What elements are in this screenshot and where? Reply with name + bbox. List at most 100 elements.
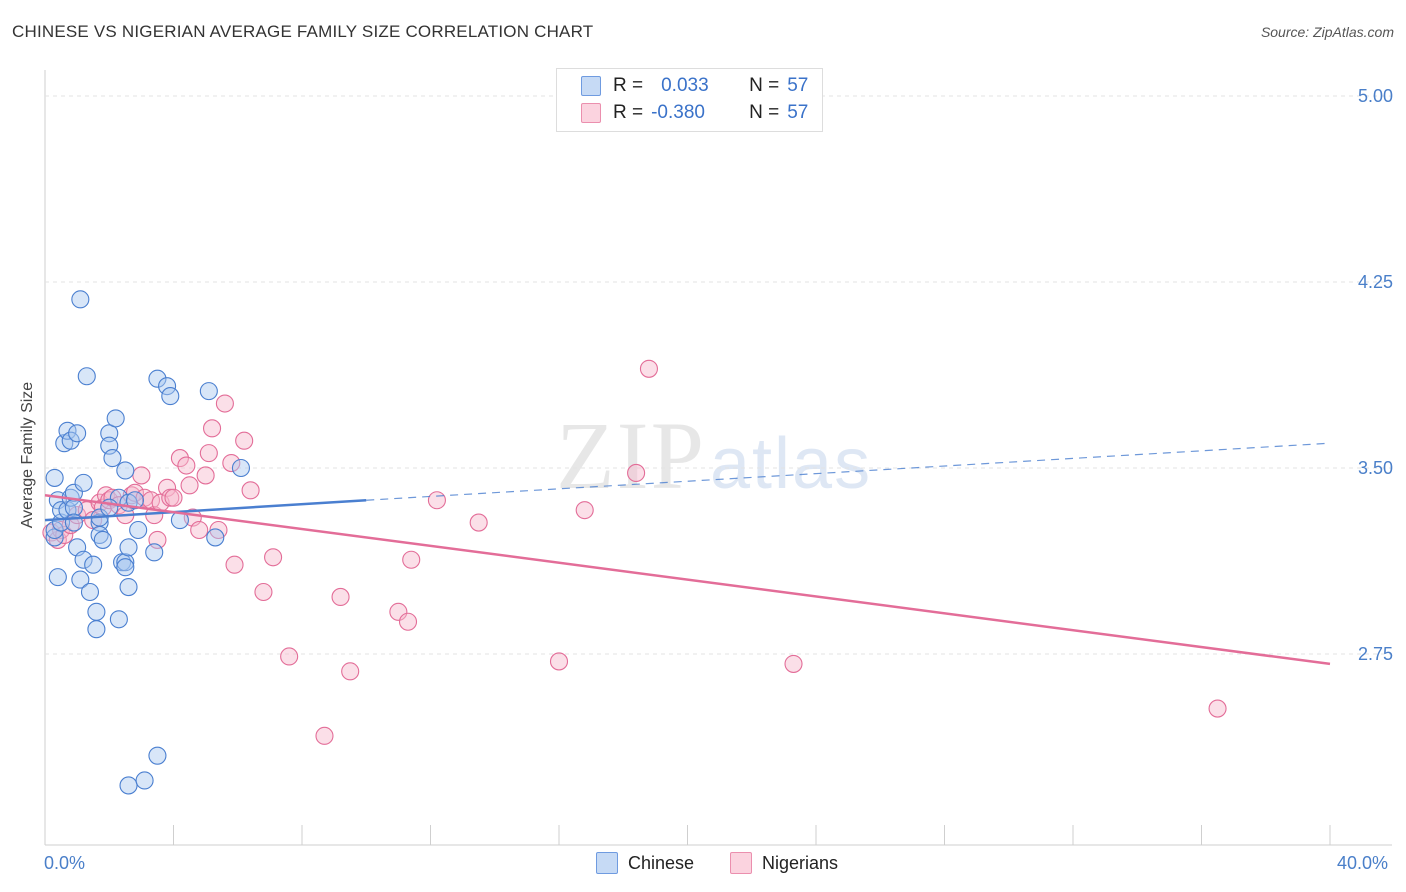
y-tick-label: 4.25: [1358, 272, 1393, 292]
nigerian-point: [549, 652, 569, 671]
nigerian-point: [389, 602, 408, 621]
nigerian-point: [1208, 699, 1227, 718]
nigerian-point: [203, 419, 222, 438]
nigerian-point: [222, 453, 241, 473]
chinese-legend-label: Chinese: [628, 852, 695, 873]
nigerian-point: [469, 513, 488, 532]
legend-r-label: R =: [613, 102, 644, 123]
chinese-point: [48, 568, 67, 587]
chinese-point: [135, 771, 154, 790]
nigerian-point: [164, 488, 183, 507]
nigerian-point: [158, 478, 177, 497]
chinese-point: [206, 528, 225, 547]
chinese-point: [74, 550, 93, 569]
legend-n-value: 57: [787, 75, 809, 96]
watermark: ZIPatlas: [556, 400, 872, 511]
legend-row-chinese: R = 0.033 N = 57: [581, 73, 808, 99]
chinese-point: [106, 409, 125, 428]
chinese-point: [71, 290, 90, 309]
legend-swatch-nigerians: [581, 103, 601, 123]
legend-n-value: 57: [787, 102, 809, 123]
nigerian-point: [180, 476, 199, 495]
chinese-point: [71, 570, 90, 589]
chinese-point: [84, 555, 103, 574]
chinese-point: [161, 387, 180, 406]
nigerian-point: [264, 548, 283, 567]
chinese-point: [116, 558, 135, 577]
nigerian-point: [199, 444, 218, 463]
nigerian-point: [215, 394, 234, 413]
chart-title: CHINESE VS NIGERIAN AVERAGE FAMILY SIZE …: [12, 22, 594, 41]
chinese-point: [148, 746, 167, 765]
source-label: Source: ZipAtlas.com: [1260, 24, 1394, 40]
nigerian-point: [341, 662, 360, 681]
chinese-point: [64, 513, 83, 532]
chinese-point: [45, 528, 64, 547]
chinese-point: [125, 491, 144, 510]
watermark-zip: ZIP: [556, 402, 706, 509]
nigerian-point: [331, 587, 350, 607]
legend-n-label: N =: [749, 102, 780, 123]
nigerian-point: [225, 555, 244, 574]
chinese-point: [148, 369, 167, 388]
chinese-point: [93, 530, 112, 549]
chinese-point: [231, 458, 251, 478]
nigerian-point: [427, 491, 446, 510]
nigerian-point: [254, 582, 273, 602]
chinese-point: [87, 602, 106, 621]
nigerian-point: [177, 456, 196, 475]
chinese-swatch: [596, 852, 618, 874]
y-tick-label: 5.00: [1358, 86, 1393, 106]
nigerian-point: [639, 359, 659, 378]
chinese-point: [45, 520, 64, 540]
chinese-point: [199, 382, 218, 401]
chinese-point: [77, 367, 96, 386]
nigerian-point: [280, 647, 299, 666]
chinese-point: [116, 461, 135, 480]
nigerian-point: [190, 520, 209, 540]
chinese-point: [74, 473, 93, 492]
y-tick-label: 3.50: [1358, 458, 1393, 478]
chinese-point: [109, 610, 128, 629]
chinese-point: [116, 553, 135, 572]
chinese-point: [68, 424, 87, 443]
chinese-point: [100, 424, 119, 443]
x-axis-min-label: 0.0%: [44, 853, 86, 873]
chinese-point: [80, 582, 100, 602]
chinese-point: [103, 449, 122, 468]
nigerian-point: [627, 463, 646, 483]
legend-swatch-chinese: [581, 76, 601, 96]
legend-r-value: 0.033: [661, 75, 709, 96]
chinese-point: [119, 776, 138, 795]
nigerian-point: [170, 449, 189, 468]
chinese-point: [87, 620, 106, 639]
chinese-point: [64, 483, 83, 502]
nigerian-point: [398, 612, 418, 631]
legend-n-label: N =: [749, 75, 780, 96]
nigerian-point: [132, 466, 151, 485]
nigerians-swatch: [730, 852, 752, 874]
legend-r-label: R =: [613, 75, 644, 96]
watermark-atlas: atlas: [710, 424, 873, 504]
chinese-point: [119, 577, 138, 597]
bottom-legend-chinese[interactable]: Chinese: [596, 852, 694, 874]
chinese-point: [45, 468, 64, 487]
nigerian-point: [241, 481, 260, 500]
nigerian-point: [235, 431, 254, 450]
nigerian-point: [784, 654, 803, 673]
chinese-trend-extension: [366, 442, 1331, 501]
nigerian-point: [196, 466, 215, 485]
legend-r-value: -0.380: [651, 102, 705, 123]
nigerian-point: [402, 550, 421, 569]
legend-row-nigerians: R = -0.380 N = 57: [581, 100, 808, 126]
bottom-legend-nigerians[interactable]: Nigerians: [730, 852, 838, 874]
nigerian-point: [315, 726, 334, 745]
chinese-point: [119, 538, 138, 557]
y-tick-label: 2.75: [1358, 644, 1393, 664]
chinese-point: [158, 377, 177, 396]
nigerians-legend-label: Nigerians: [762, 852, 839, 873]
chinese-point: [109, 488, 128, 507]
chinese-point: [90, 513, 109, 532]
nigerian-trend-line: [44, 494, 1331, 666]
